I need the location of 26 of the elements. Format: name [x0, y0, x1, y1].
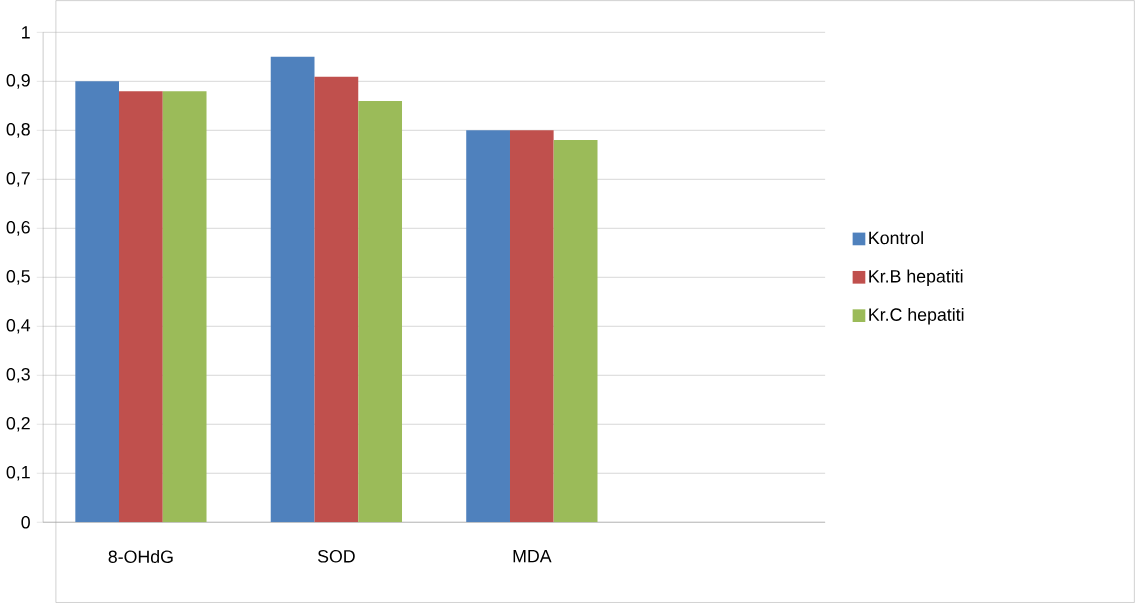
legend-label: Kr.C hepatiti — [869, 307, 964, 325]
y-tick-label: 0 — [21, 515, 30, 529]
x-tick-label: SOD — [317, 549, 355, 563]
bar — [509, 130, 554, 523]
bar — [466, 130, 510, 523]
y-tick-label: 0,7 — [6, 171, 30, 187]
bar — [119, 91, 163, 523]
y-tick-label: 0,8 — [6, 122, 30, 138]
x-tick-label: 8-OHdG — [108, 549, 173, 563]
bar — [358, 100, 403, 523]
legend-label: Kontrol — [869, 231, 923, 245]
y-tick-label: 1 — [22, 26, 30, 39]
y-tick-label: 0,6 — [6, 220, 30, 236]
bar — [314, 76, 359, 523]
y-tick-label: 0,9 — [6, 73, 30, 89]
y-tick-label: 0,3 — [6, 367, 30, 383]
y-tick-label: 0,5 — [6, 269, 30, 285]
y-tick-label: 0,2 — [6, 416, 30, 432]
y-tick-label: 0,4 — [6, 318, 31, 334]
bar — [162, 91, 207, 523]
bar — [270, 56, 315, 523]
bar — [553, 140, 598, 523]
bar — [75, 81, 119, 523]
x-tick-label: MDA — [513, 549, 552, 563]
legend-label: Kr.B hepatiti — [869, 269, 963, 287]
y-tick-label: 0,1 — [6, 465, 30, 481]
